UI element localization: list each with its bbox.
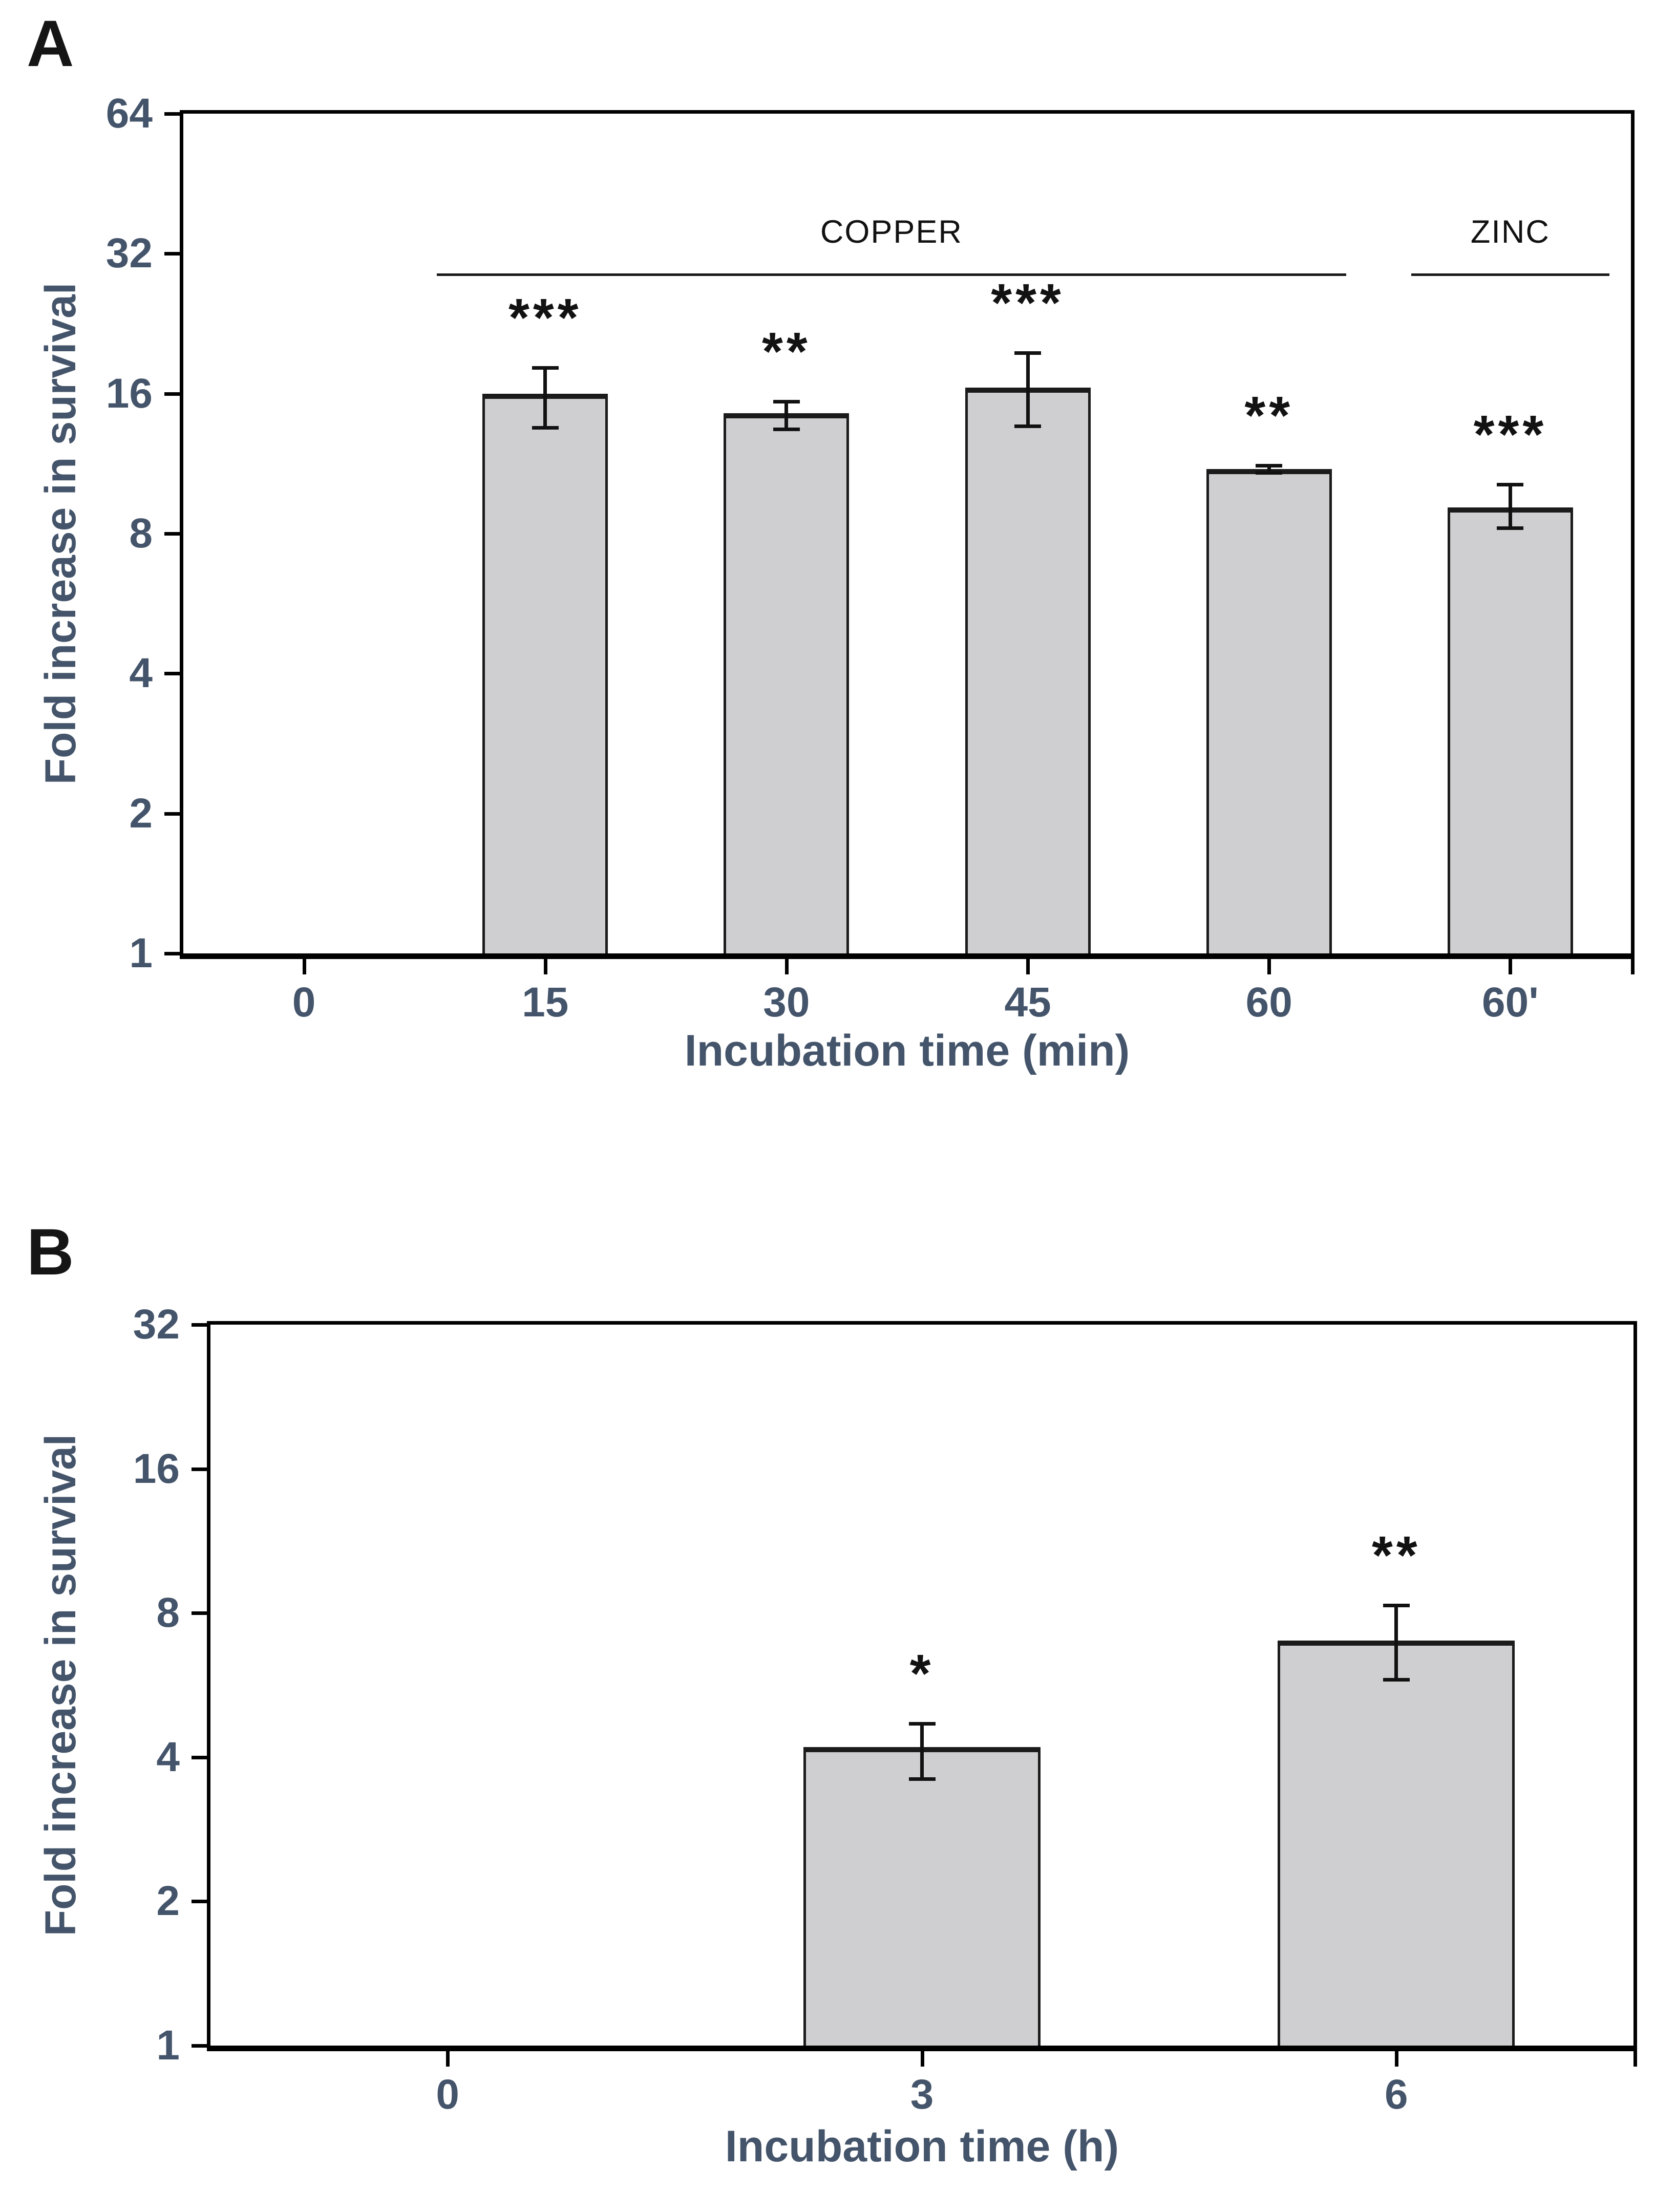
error-bar-line [1026,352,1030,427]
y-tick-label-a: 8 [129,510,153,557]
x-axis-corner-tick-b [1633,2051,1637,2067]
y-tick-label-b: 8 [156,1589,180,1636]
bar-a-60' [1447,507,1573,953]
panel-letter-b: B [27,1216,74,1289]
error-bar-cap-bottom [1497,526,1524,530]
error-bar-cap-bottom [1383,1677,1410,1682]
bar-a-60 [1206,469,1332,953]
error-bar-line [543,367,547,428]
bar-a-45 [965,387,1091,953]
significance-stars: * [909,1644,935,1704]
x-tick-mark-a [1026,959,1030,974]
y-tick-label-a: 16 [105,370,153,417]
error-bar-cap-top [532,366,559,370]
significance-stars: ** [762,321,811,381]
x-tick-label-a: 30 [763,979,810,1026]
significance-stars: *** [991,272,1065,333]
error-bar-line [1267,465,1271,473]
bar-a-30 [724,413,850,953]
error-bar-cap-top [1256,464,1283,468]
y-tick-label-b: 32 [133,1301,180,1348]
y-tick-label-a: 64 [105,90,153,137]
error-bar-cap-top [1497,483,1524,487]
x-tick-mark-a [302,959,306,974]
error-bar-cap-top [773,399,800,403]
y-tick-mark-a [164,952,180,955]
y-tick-mark-b [192,1323,207,1327]
error-bar-cap-bottom [1256,471,1283,475]
group-label-zinc: ZINC [1470,214,1550,250]
x-axis-title-a: Incubation time (min) [684,1026,1130,1075]
x-tick-mark-a [1509,959,1513,974]
group-label-copper: COPPER [820,214,963,250]
y-axis-title-b: Fold increase in survival [36,1434,84,1937]
plot-area-a [180,110,1635,959]
significance-stars: ** [1244,386,1294,446]
significance-stars: *** [508,287,582,348]
y-tick-mark-b [192,1755,207,1759]
y-tick-mark-a [164,812,180,816]
x-tick-label-b: 0 [436,2071,459,2118]
y-tick-label-b: 4 [156,1733,180,1780]
x-tick-label-a: 60 [1245,979,1292,1026]
bar-a-15 [482,393,608,953]
y-tick-label-a: 2 [129,790,153,837]
bar-b-6 [1278,1641,1515,2046]
x-axis-corner-tick-a [1631,959,1635,974]
significance-stars: ** [1371,1525,1421,1586]
error-bar-line [784,401,789,430]
y-tick-mark-a [164,672,180,676]
y-tick-mark-a [164,392,180,396]
error-bar-line [1508,484,1512,529]
error-bar-cap-bottom [908,1777,936,1781]
error-bar-cap-bottom [773,427,800,431]
y-tick-mark-b [192,2044,207,2048]
y-tick-mark-b [192,1900,207,1904]
significance-stars: *** [1473,405,1547,465]
error-bar-cap-bottom [532,426,559,430]
x-tick-label-a: 45 [1004,979,1051,1026]
bar-b-3 [803,1747,1041,2046]
y-tick-label-b: 2 [156,1878,180,1925]
x-tick-mark-b [446,2051,450,2067]
error-bar-cap-top [1383,1604,1410,1608]
y-tick-mark-b [192,1611,207,1615]
x-tick-mark-a [784,959,789,974]
y-tick-label-a: 4 [129,650,153,697]
x-tick-label-a: 60' [1482,979,1539,1026]
error-bar-cap-top [908,1722,936,1726]
error-bar-cap-top [1014,351,1042,355]
x-tick-label-b: 3 [910,2071,934,2118]
y-tick-label-a: 32 [105,230,153,277]
x-tick-mark-a [1267,959,1271,974]
y-tick-mark-a [164,252,180,256]
x-tick-label-a: 0 [292,979,316,1026]
group-line-copper [436,273,1347,276]
x-tick-label-b: 6 [1385,2071,1408,2118]
x-axis-title-b: Incubation time (h) [725,2122,1119,2171]
group-line-zinc [1411,273,1609,276]
error-bar-cap-bottom [1014,424,1042,428]
y-tick-label-b: 16 [133,1445,180,1492]
y-tick-label-b: 1 [156,2022,180,2069]
x-tick-mark-b [920,2051,924,2067]
y-tick-mark-a [164,532,180,536]
x-tick-mark-b [1394,2051,1398,2067]
y-tick-mark-a [164,112,180,116]
panel-letter-a: A [27,7,74,80]
y-tick-mark-b [192,1467,207,1471]
error-bar-line [920,1724,924,1779]
error-bar-line [1394,1605,1398,1680]
x-tick-mark-a [543,959,547,974]
y-tick-label-a: 1 [129,930,153,976]
x-tick-label-a: 15 [522,979,569,1026]
